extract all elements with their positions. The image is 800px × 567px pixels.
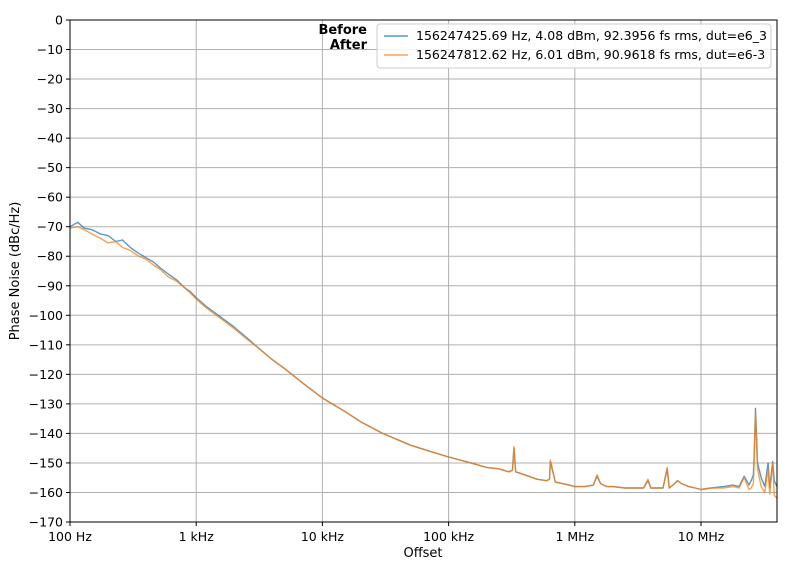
y-tick-label: −20 [37, 72, 63, 87]
x-tick-label: 100 Hz [48, 529, 92, 544]
y-tick-label: 0 [55, 13, 63, 28]
axis-ticks: 0 −10 −20 −30 −40 −50 −60 −70 −80 −90 −100 −110 −120… [29, 13, 725, 545]
x-tick-label: 10 kHz [301, 529, 345, 544]
y-tick-label: −140 [29, 426, 63, 441]
x-tick-label: 1 kHz [179, 529, 215, 544]
annotation-after: After [330, 38, 368, 53]
legend-label-series-2: 156247812.62 Hz, 6.01 dBm, 90.9618 fs rm… [416, 47, 765, 62]
y-tick-label: −80 [37, 249, 63, 264]
y-tick-label: −90 [37, 278, 63, 293]
x-axis-label: Offset [403, 546, 442, 561]
legend-label-series-1: 156247425.69 Hz, 4.08 dBm, 92.3956 fs rm… [416, 28, 767, 43]
legend: 156247425.69 Hz, 4.08 dBm, 92.3956 fs rm… [376, 23, 772, 69]
y-tick-label: −100 [29, 308, 63, 323]
y-tick-label: −40 [37, 131, 63, 146]
y-tick-label: −170 [29, 515, 63, 530]
legend-box [376, 23, 772, 69]
y-tick-label: −150 [29, 455, 63, 470]
y-tick-label: −60 [37, 190, 63, 205]
series-lines [69, 221, 778, 499]
x-tick-label: 100 kHz [423, 529, 474, 544]
y-tick-label: −110 [29, 337, 63, 352]
y-tick-label: −10 [37, 42, 63, 57]
series-line-2 [69, 225, 778, 499]
annotation-before: Before [318, 23, 367, 38]
y-tick-label: −70 [37, 219, 63, 234]
y-tick-label: −120 [29, 367, 63, 382]
plot-frame [69, 19, 778, 523]
y-tick-label: −50 [37, 160, 63, 175]
y-tick-label: −30 [37, 101, 63, 116]
y-tick-label: −130 [29, 396, 63, 411]
x-tick-label: 10 MHz [678, 529, 725, 544]
x-tick-label: 1 MHz [555, 529, 594, 544]
plot-area-background [70, 20, 777, 522]
y-tick-label: −160 [29, 485, 63, 500]
y-axis-label: Phase Noise (dBc/Hz) [8, 202, 23, 341]
